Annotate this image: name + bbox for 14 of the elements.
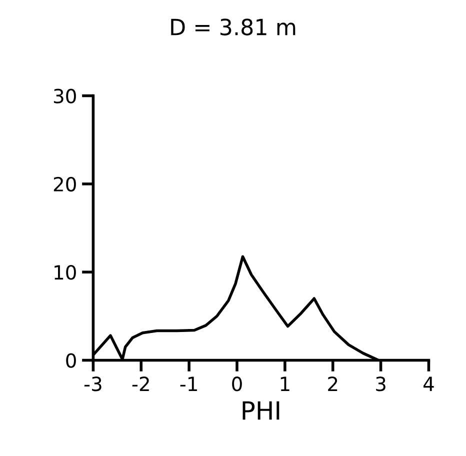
x-tick-label: 2: [328, 376, 338, 391]
x-tick-label: -2: [132, 376, 149, 391]
x-tick-label: 4: [423, 376, 434, 391]
x-axis-title: PHI: [242, 401, 280, 420]
y-tick-label: 10: [54, 265, 76, 280]
x-tick-label: -3: [84, 376, 102, 392]
x-tick-label: 1: [280, 376, 290, 391]
x-tick-label: 0: [232, 376, 242, 392]
y-tick-label: 0: [66, 353, 76, 368]
y-tick-label: 30: [54, 88, 76, 104]
x-tick-label: -1: [180, 376, 197, 391]
y-tick-label: 20: [54, 176, 76, 192]
x-tick-label: 3: [376, 376, 386, 392]
chart-title: D = 3.81 m: [171, 18, 296, 36]
